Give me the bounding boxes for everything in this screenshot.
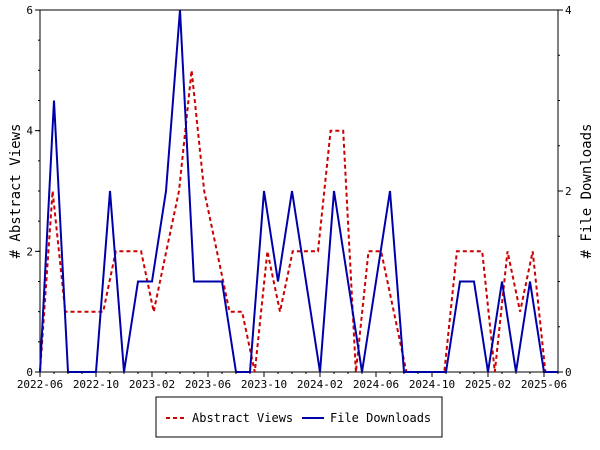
series-line-file-downloads <box>39 9 558 373</box>
x-tick-label: 2022-10 <box>73 378 119 391</box>
y-tick-label: 4 <box>26 125 33 138</box>
y2-tick-label: 0 <box>565 366 572 379</box>
x-tick-label: 2024-10 <box>409 378 455 391</box>
series-layer <box>39 9 558 373</box>
legend-label-file-downloads: File Downloads <box>330 411 431 425</box>
x-tick-label: 2024-02 <box>297 378 343 391</box>
series-line-abstract-views <box>39 70 558 373</box>
legend-label-abstract-views: Abstract Views <box>192 411 293 425</box>
x-tick-label: 2023-02 <box>129 378 175 391</box>
y-axis-title: # Abstract Views <box>8 124 24 259</box>
y-tick-label: 6 <box>26 4 33 17</box>
axes-layer: 0 2 4 6 0 2 4 2022-06 2022-10 2023-02 2023-06 2023-… <box>17 4 572 391</box>
x-tick-label: 2025-02 <box>465 378 511 391</box>
x-tick-label: 2024-06 <box>353 378 399 391</box>
x-tick-label: 2023-06 <box>185 378 231 391</box>
y-tick-label: 2 <box>26 245 33 258</box>
x-tick-label: 2025-06 <box>521 378 567 391</box>
x-tick-label: 2023-10 <box>241 378 287 391</box>
x-tick-label: 2022-06 <box>17 378 63 391</box>
legend: Abstract Views File Downloads <box>155 396 443 438</box>
y2-tick-label: 4 <box>565 4 572 17</box>
y2-tick-label: 2 <box>565 185 572 198</box>
y-tick-label: 0 <box>26 366 33 379</box>
legend-box <box>155 396 443 438</box>
y2-axis-title: # File Downloads <box>579 124 595 259</box>
